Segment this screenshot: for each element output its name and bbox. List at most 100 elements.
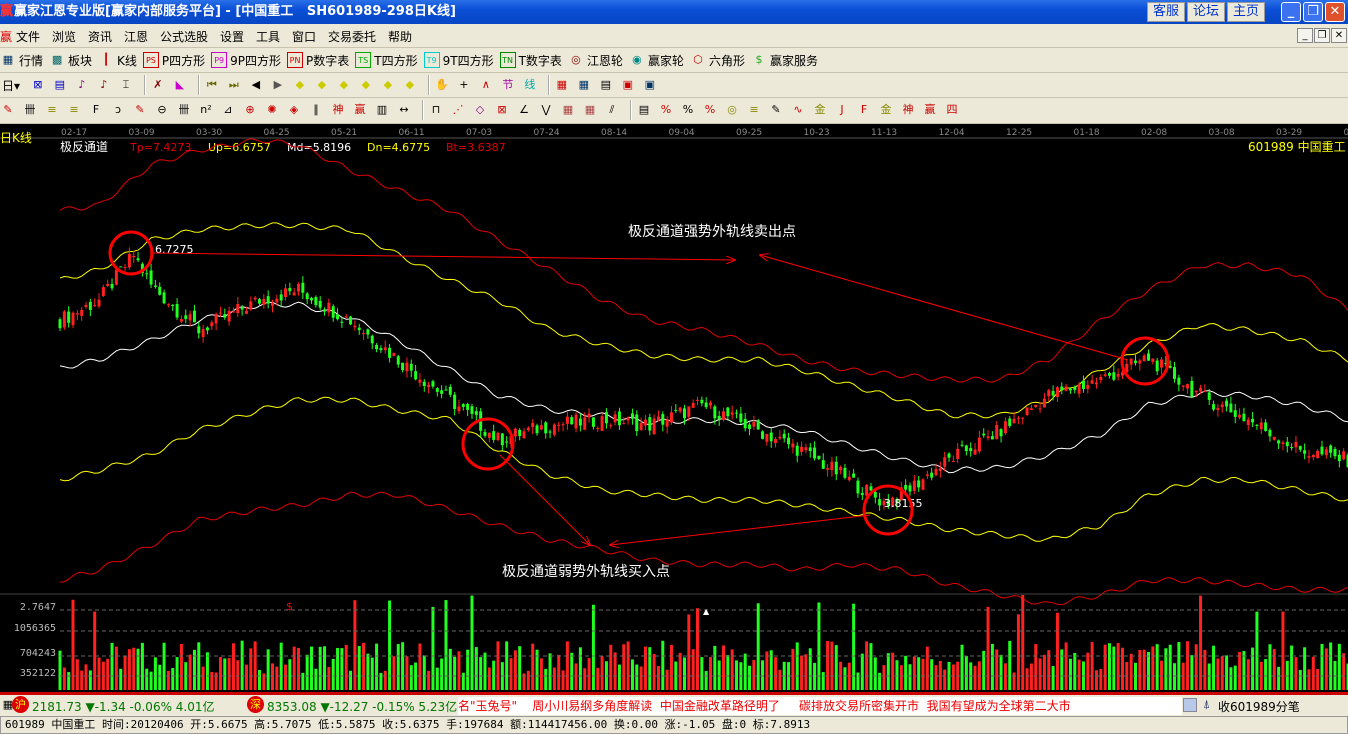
ying-icon[interactable]: 赢 xyxy=(354,103,366,116)
menu-0[interactable]: 文件 xyxy=(16,30,41,44)
move-right-icon[interactable]: ◆ xyxy=(317,78,327,91)
shrink-icon[interactable]: ◆ xyxy=(405,78,415,91)
next-icon[interactable]: ▶ xyxy=(273,78,283,91)
grid-c-icon[interactable]: ▦ xyxy=(584,103,596,116)
f-line-icon[interactable]: F xyxy=(860,103,868,116)
minimize-button[interactable]: _ xyxy=(1281,2,1301,22)
j-line-icon[interactable]: J xyxy=(840,103,844,116)
scroll-stepper[interactable] xyxy=(1183,698,1197,712)
toolbar-pn[interactable]: PN P数字表 xyxy=(287,52,349,69)
list-icon[interactable]: ▤ xyxy=(54,78,66,91)
mdi-minimize-button[interactable]: _ xyxy=(1297,28,1313,43)
network-icon[interactable]: ▣ xyxy=(644,78,656,91)
toolbar-ps[interactable]: PS P四方形 xyxy=(142,52,205,69)
menu-3[interactable]: 江恩 xyxy=(124,30,149,44)
web-icon[interactable]: ◈ xyxy=(289,103,299,116)
menu-6[interactable]: 工具 xyxy=(256,30,281,44)
shenzhen-index[interactable]: 8353.08 ▼-12.27 -0.15% 5.23亿 xyxy=(267,700,458,714)
angle-b-icon[interactable]: ∠ xyxy=(519,103,529,116)
notes-icon[interactable]: ▤ xyxy=(600,78,612,91)
draw-line-icon[interactable]: ∧ xyxy=(481,78,490,91)
menu-9[interactable]: 帮助 xyxy=(388,30,413,44)
menu-1[interactable]: 浏览 xyxy=(52,30,77,44)
v-line-icon[interactable]: ⋁ xyxy=(541,103,551,116)
calculator-icon[interactable]: ▦ xyxy=(578,78,590,91)
shen-b-icon[interactable]: 神 xyxy=(902,103,914,116)
hand-icon[interactable]: ✋ xyxy=(435,78,449,91)
calendar-icon[interactable]: ▦ xyxy=(556,78,568,91)
mdi-restore-button[interactable]: ❐ xyxy=(1314,28,1330,43)
cross-chart-icon[interactable]: ✗ xyxy=(153,78,163,91)
lines-b-icon[interactable]: 卌 xyxy=(178,103,190,116)
menu-2[interactable]: 资讯 xyxy=(88,30,113,44)
chart-view-icon[interactable]: ⊠ xyxy=(33,78,43,91)
toolbar-candles[interactable]: ┃ K线 xyxy=(98,52,137,69)
toolbar-p9[interactable]: P9 9P四方形 xyxy=(211,52,281,69)
parallel-icon[interactable]: ∥ xyxy=(313,103,319,116)
fib-icon[interactable]: F xyxy=(92,103,100,116)
gold-a-icon[interactable]: ≡ xyxy=(47,103,57,116)
toolbar-blocks[interactable]: ▩ 板块 xyxy=(49,52,92,69)
gold-b-icon[interactable]: ≡ xyxy=(69,103,79,116)
gold-d-icon[interactable]: ≡ xyxy=(749,103,759,116)
line-tool-icon[interactable]: 线 xyxy=(524,78,536,91)
period-3-icon[interactable]: ♪ xyxy=(78,78,86,91)
power-icon[interactable]: n² xyxy=(200,103,212,116)
toolbar-ts[interactable]: TS T四方形 xyxy=(355,52,418,69)
gold-e-icon[interactable]: 金 xyxy=(814,103,826,116)
percent-c-icon[interactable]: % xyxy=(704,103,716,116)
fan-c-icon[interactable]: ⊠ xyxy=(497,103,507,116)
menu-8[interactable]: 交易委托 xyxy=(328,30,377,44)
toolbar-t9[interactable]: T9 9T四方形 xyxy=(423,52,494,69)
toolbar-grid[interactable]: ▦ 行情 xyxy=(0,52,43,69)
toolbar-hexagon[interactable]: ⬡ 六角形 xyxy=(690,52,745,69)
measure-icon[interactable]: ↔ xyxy=(399,103,409,116)
candle-type-icon[interactable]: ⌶ xyxy=(122,78,130,91)
prev-icon[interactable]: ◀ xyxy=(251,78,261,91)
angle-icon[interactable]: ⊿ xyxy=(223,103,233,116)
shen-icon[interactable]: 神 xyxy=(332,103,344,116)
circle-icon[interactable]: ⊖ xyxy=(157,103,167,116)
shanghai-index[interactable]: 2181.73 ▼-1.34 -0.06% 4.01亿 xyxy=(32,700,215,714)
menu-4[interactable]: 公式选股 xyxy=(160,30,209,44)
mdi-close-button[interactable]: ✕ xyxy=(1331,28,1347,43)
grid-icon[interactable]: ▦ xyxy=(2,698,14,711)
toolbar-dollar[interactable]: $ 赢家服务 xyxy=(751,52,818,69)
node-icon[interactable]: 节 xyxy=(502,78,514,91)
toolbar-tn[interactable]: TN T数字表 xyxy=(499,52,562,69)
menu-7[interactable]: 窗口 xyxy=(292,30,317,44)
first-icon[interactable]: ⏮ xyxy=(206,78,217,91)
grid-b-icon[interactable]: ▦ xyxy=(562,103,574,116)
move-left-icon[interactable]: ◆ xyxy=(295,78,305,91)
menu-5[interactable]: 设置 xyxy=(220,30,245,44)
brush-icon[interactable]: ✎ xyxy=(135,103,145,116)
flag-icon[interactable]: ◣ xyxy=(175,78,185,91)
percent-a-icon[interactable]: % xyxy=(660,103,672,116)
zoom-out-icon[interactable]: ◆ xyxy=(361,78,371,91)
zoom-in-icon[interactable]: ◆ xyxy=(339,78,349,91)
forum-button[interactable]: 论坛 xyxy=(1187,2,1225,22)
spiral-icon[interactable]: ↄ xyxy=(114,103,122,116)
gold-f-icon[interactable]: 金 xyxy=(880,103,892,116)
pen-icon[interactable]: ✎ xyxy=(3,103,13,116)
ruler-icon[interactable]: ▤ xyxy=(638,103,650,116)
crosshair-icon[interactable]: + xyxy=(459,78,469,91)
kline-chart[interactable]: 02-17 03-09 03-30 04-25 05-21 06-11 07-03 07-24… xyxy=(0,124,1348,692)
period-select[interactable]: 日▾ xyxy=(2,79,21,93)
channel-icon[interactable]: ⫽ xyxy=(609,103,615,116)
fan-b-icon[interactable]: ◇ xyxy=(475,103,485,116)
customer-service-button[interactable]: 客服 xyxy=(1147,2,1185,22)
homepage-button[interactable]: 主页 xyxy=(1227,2,1265,22)
last-icon[interactable]: ⏭ xyxy=(228,78,239,91)
star-icon[interactable]: ✺ xyxy=(267,103,277,116)
close-button[interactable]: ✕ xyxy=(1325,2,1345,22)
lines-a-icon[interactable]: 卌 xyxy=(24,103,36,116)
save-icon[interactable]: ▣ xyxy=(622,78,634,91)
maximize-button[interactable]: ❐ xyxy=(1303,2,1323,22)
si-icon[interactable]: 四 xyxy=(946,103,958,116)
fan-a-icon[interactable]: ⋰ xyxy=(452,103,464,116)
ying-b-icon[interactable]: 赢 xyxy=(924,103,936,116)
news-marquee[interactable]: 名"玉兔号" 周小川易纲多角度解读 中国金融改革路径明了 碳排放交易所密集开市 … xyxy=(458,697,1182,715)
target-icon[interactable]: ⊕ xyxy=(245,103,255,116)
toolbar-big-wheel[interactable]: ◉ 赢家轮 xyxy=(629,52,684,69)
